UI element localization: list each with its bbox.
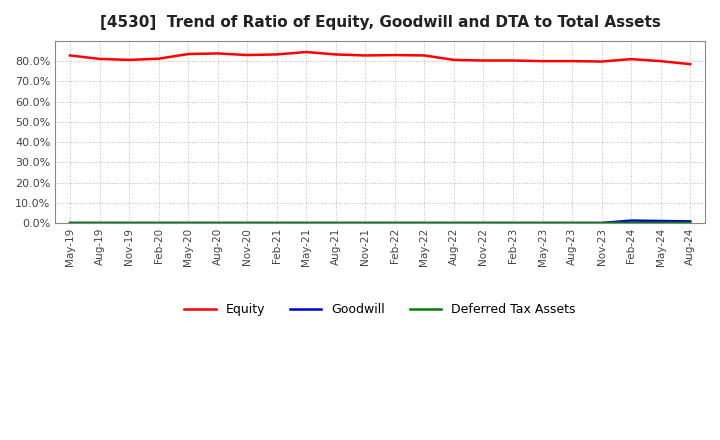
Goodwill <box>125 220 133 226</box>
Goodwill <box>213 220 222 226</box>
Equity <box>243 52 251 58</box>
Deferred Tax Assets <box>449 220 458 226</box>
Equity <box>568 59 577 64</box>
Deferred Tax Assets <box>539 220 547 226</box>
Deferred Tax Assets <box>568 220 577 226</box>
Equity <box>331 52 340 57</box>
Deferred Tax Assets <box>686 220 695 225</box>
Equity <box>184 51 192 57</box>
Equity <box>154 56 163 61</box>
Equity <box>66 53 74 58</box>
Legend: Equity, Goodwill, Deferred Tax Assets: Equity, Goodwill, Deferred Tax Assets <box>179 298 581 322</box>
Goodwill <box>420 220 428 226</box>
Goodwill <box>154 220 163 226</box>
Goodwill <box>539 220 547 226</box>
Equity <box>213 51 222 56</box>
Equity <box>95 56 104 62</box>
Equity <box>361 53 369 58</box>
Goodwill <box>598 220 606 226</box>
Deferred Tax Assets <box>302 220 310 226</box>
Line: Goodwill: Goodwill <box>70 220 690 223</box>
Equity <box>390 52 399 58</box>
Goodwill <box>302 220 310 226</box>
Goodwill <box>449 220 458 226</box>
Deferred Tax Assets <box>272 220 281 226</box>
Equity <box>449 57 458 62</box>
Deferred Tax Assets <box>509 220 518 226</box>
Goodwill <box>361 220 369 226</box>
Goodwill <box>568 220 577 226</box>
Title: [4530]  Trend of Ratio of Equity, Goodwill and DTA to Total Assets: [4530] Trend of Ratio of Equity, Goodwil… <box>99 15 660 30</box>
Equity <box>420 53 428 58</box>
Equity <box>302 49 310 55</box>
Equity <box>509 58 518 63</box>
Deferred Tax Assets <box>331 220 340 226</box>
Equity <box>480 58 488 63</box>
Deferred Tax Assets <box>213 220 222 226</box>
Equity <box>657 59 665 64</box>
Deferred Tax Assets <box>390 220 399 226</box>
Deferred Tax Assets <box>627 220 636 225</box>
Goodwill <box>95 220 104 226</box>
Deferred Tax Assets <box>66 220 74 226</box>
Goodwill <box>627 218 636 223</box>
Deferred Tax Assets <box>184 220 192 226</box>
Deferred Tax Assets <box>598 220 606 226</box>
Deferred Tax Assets <box>420 220 428 226</box>
Deferred Tax Assets <box>95 220 104 226</box>
Equity <box>125 57 133 62</box>
Deferred Tax Assets <box>154 220 163 226</box>
Goodwill <box>331 220 340 226</box>
Deferred Tax Assets <box>125 220 133 226</box>
Goodwill <box>66 220 74 226</box>
Equity <box>627 56 636 62</box>
Goodwill <box>509 220 518 226</box>
Equity <box>686 62 695 67</box>
Deferred Tax Assets <box>657 220 665 225</box>
Deferred Tax Assets <box>480 220 488 226</box>
Deferred Tax Assets <box>243 220 251 226</box>
Deferred Tax Assets <box>361 220 369 226</box>
Equity <box>539 59 547 64</box>
Goodwill <box>480 220 488 226</box>
Goodwill <box>657 218 665 224</box>
Goodwill <box>184 220 192 226</box>
Goodwill <box>272 220 281 226</box>
Goodwill <box>390 220 399 226</box>
Equity <box>272 52 281 57</box>
Goodwill <box>243 220 251 226</box>
Equity <box>598 59 606 64</box>
Goodwill <box>686 219 695 224</box>
Line: Equity: Equity <box>70 52 690 64</box>
